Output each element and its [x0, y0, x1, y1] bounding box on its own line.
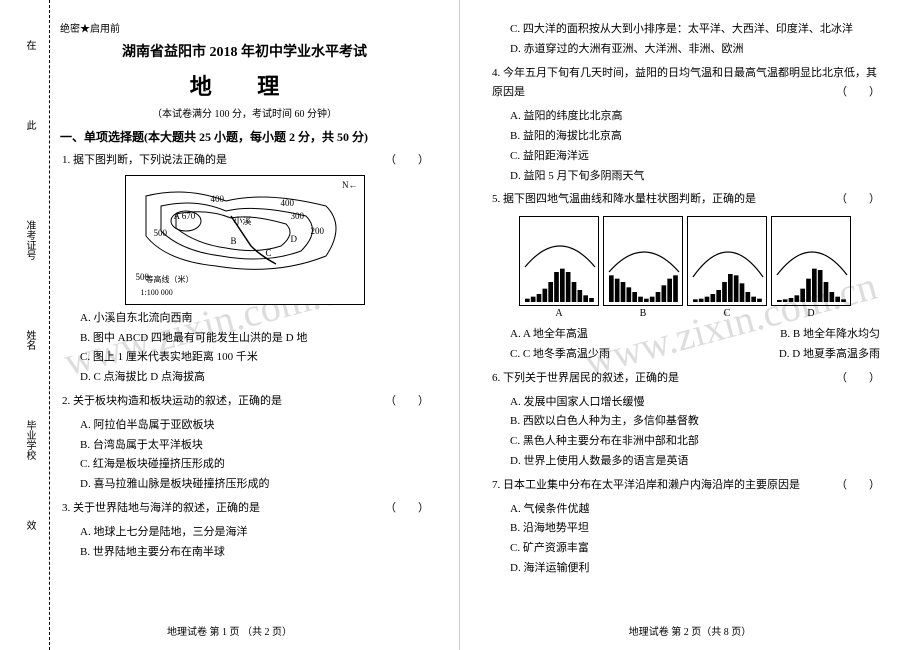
map-pt-C: C	[266, 248, 272, 258]
q5-opts-row2: C. C 地冬季高温少雨 D. D 地夏季高温多雨	[510, 345, 880, 365]
binding-margin: 在 此 准考证号 姓名 毕业学校 效	[10, 0, 50, 650]
answer-paren: （ ）	[836, 83, 880, 103]
chart-C	[687, 216, 767, 306]
map-scale: 1:100 000	[141, 288, 173, 297]
q1-opt-c: C. 图上 1 厘米代表实地距离 100 千米	[80, 348, 429, 368]
q1-stem: 1. 据下图判断，下列说法正确的是 （ ）	[62, 151, 429, 171]
chart-B	[603, 216, 683, 306]
binding-text: 在	[22, 40, 37, 50]
q4-opt-d: D. 益阳 5 月下旬多阴雨天气	[510, 167, 880, 187]
section-head: 一、单项选择题(本大题共 25 小题，每小题 2 分，共 50 分)	[60, 128, 429, 145]
contour-map-figure: A 670 500 400 400 300 200 小溪 B C D 等高线（米…	[125, 175, 365, 305]
answer-paren: （ ）	[385, 151, 429, 171]
q4-opt-c: C. 益阳距海洋远	[510, 147, 880, 167]
binding-label: 姓名	[22, 330, 37, 350]
q7-opt-c: C. 矿产资源丰富	[510, 539, 880, 559]
secrecy-label: 绝密★启用前	[60, 20, 429, 35]
q7-stem: 7. 日本工业集中分布在太平洋沿岸和濑户内海沿岸的主要原因是 （ ）	[492, 476, 880, 496]
binding-label: 准考证号	[22, 220, 37, 260]
chart-B-wrap: B	[603, 216, 683, 319]
q1-opt-b: B. 图中 ABCD 四地最有可能发生山洪的是 D 地	[80, 329, 429, 349]
binding-label: 毕业学校	[22, 420, 37, 460]
q7-opt-b: B. 沿海地势平坦	[510, 519, 880, 539]
q-text: 4. 今年五月下旬有几天时间，益阳的日均气温和日最高气温都明显比北京低，其原因是	[492, 67, 877, 99]
q-text: 6. 下列关于世界居民的叙述，正确的是	[492, 372, 679, 384]
climate-charts: A B C D	[490, 216, 880, 319]
q3-opt-d: D. 赤道穿过的大洲有亚洲、大洋洲、非洲、欧洲	[510, 40, 880, 60]
right-content: C. 四大洋的面积按从大到小排序是：太平洋、大西洋、印度洋、北冰洋 D. 赤道穿…	[490, 20, 880, 579]
q5-opt-d: D. D 地夏季高温多雨	[779, 345, 880, 365]
q6-stem: 6. 下列关于世界居民的叙述，正确的是 （ ）	[492, 369, 880, 389]
page-right: www.zixin.com.cn C. 四大洋的面积按从大到小排序是：太平洋、大…	[460, 0, 920, 650]
binding-text: 效	[22, 520, 37, 530]
chart-A-wrap: A	[519, 216, 599, 319]
q3-opt-a: A. 地球上七分是陆地，三分是海洋	[80, 523, 429, 543]
map-val: 400	[281, 198, 295, 208]
chart-D	[771, 216, 851, 306]
q6-opt-c: C. 黑色人种主要分布在非洲中部和北部	[510, 432, 880, 452]
q2-opt-c: C. 红海是板块碰撞挤压形成的	[80, 455, 429, 475]
q2-stem: 2. 关于板块构造和板块运动的叙述，正确的是 （ ）	[62, 392, 429, 412]
chart-label-A: A	[519, 308, 599, 319]
chart-label-B: B	[603, 308, 683, 319]
q5-stem: 5. 据下图四地气温曲线和降水量柱状图判断，正确的是 （ ）	[492, 190, 880, 210]
answer-paren: （ ）	[385, 499, 429, 519]
answer-paren: （ ）	[836, 190, 880, 210]
q7-opt-a: A. 气候条件优越	[510, 500, 880, 520]
q3-opt-b: B. 世界陆地主要分布在南半球	[80, 543, 429, 563]
answer-paren: （ ）	[385, 392, 429, 412]
map-val: 200	[311, 226, 325, 236]
page-footer-1: 地理试卷 第 1 页 （共 2 页）	[0, 623, 459, 638]
chart-label-D: D	[771, 308, 851, 319]
binding-text: 此	[22, 120, 37, 130]
q3-stem: 3. 关于世界陆地与海洋的叙述，正确的是 （ ）	[62, 499, 429, 519]
q6-opt-a: A. 发展中国家人口增长缓慢	[510, 393, 880, 413]
exam-info: （本试卷满分 100 分，考试时间 60 分钟）	[60, 105, 429, 120]
q5-opts-row1: A. A 地全年高温 B. B 地全年降水均匀	[510, 325, 880, 345]
chart-D-wrap: D	[771, 216, 851, 319]
chart-A	[519, 216, 599, 306]
map-legend: 等高线（米）	[146, 274, 194, 285]
q4-opt-b: B. 益阳的海拔比北京高	[510, 127, 880, 147]
left-content: 绝密★启用前 湖南省益阳市 2018 年初中学业水平考试 地 理 （本试卷满分 …	[60, 20, 429, 562]
q3-opt-c: C. 四大洋的面积按从大到小排序是：太平洋、大西洋、印度洋、北冰洋	[510, 20, 880, 40]
map-pt-D: D	[291, 234, 298, 244]
map-xi: 小溪	[234, 214, 252, 227]
page-footer-2: 地理试卷 第 2 页（共 8 页）	[460, 623, 920, 638]
map-legend-val: 500	[136, 272, 150, 282]
exam-title: 湖南省益阳市 2018 年初中学业水平考试	[60, 41, 429, 61]
answer-paren: （ ）	[836, 476, 880, 496]
q2-opt-b: B. 台湾岛属于太平洋板块	[80, 436, 429, 456]
answer-paren: （ ）	[836, 369, 880, 389]
q-text: 7. 日本工业集中分布在太平洋沿岸和濑户内海沿岸的主要原因是	[492, 479, 800, 491]
chart-label-C: C	[687, 308, 767, 319]
subject-title: 地 理	[60, 69, 429, 101]
map-val: 300	[291, 211, 305, 221]
q6-opt-d: D. 世界上使用人数最多的语言是英语	[510, 452, 880, 472]
q7-opt-d: D. 海洋运输便利	[510, 559, 880, 579]
q1-opt-a: A. 小溪自东北流向西南	[80, 309, 429, 329]
q5-opt-a: A. A 地全年高温	[510, 325, 588, 345]
map-pt-B: B	[231, 236, 237, 246]
map-contours	[126, 176, 366, 306]
q-text: 2. 关于板块构造和板块运动的叙述，正确的是	[62, 395, 282, 407]
map-val: 500	[154, 228, 168, 238]
q-text: 5. 据下图四地气温曲线和降水量柱状图判断，正确的是	[492, 193, 756, 205]
q5-opt-c: C. C 地冬季高温少雨	[510, 345, 610, 365]
chart-C-wrap: C	[687, 216, 767, 319]
north-arrow: N←	[342, 180, 358, 190]
q-text: 1. 据下图判断，下列说法正确的是	[62, 154, 227, 166]
q1-opt-d: D. C 点海拔比 D 点海拔高	[80, 368, 429, 388]
q-text: 3. 关于世界陆地与海洋的叙述，正确的是	[62, 502, 260, 514]
q6-opt-b: B. 西欧以白色人种为主，多信仰基督教	[510, 412, 880, 432]
q5-opt-b: B. B 地全年降水均匀	[780, 325, 880, 345]
q2-opt-d: D. 喜马拉雅山脉是板块碰撞挤压形成的	[80, 475, 429, 495]
q4-stem: 4. 今年五月下旬有几天时间，益阳的日均气温和日最高气温都明显比北京低，其原因是…	[492, 64, 880, 104]
q2-opt-a: A. 阿拉伯半岛属于亚欧板块	[80, 416, 429, 436]
map-val: 400	[211, 194, 225, 204]
map-pt-A: A 670	[174, 211, 196, 221]
q4-opt-a: A. 益阳的纬度比北京高	[510, 107, 880, 127]
page-left: 在 此 准考证号 姓名 毕业学校 效 www.zixin.com.cn 绝密★启…	[0, 0, 460, 650]
